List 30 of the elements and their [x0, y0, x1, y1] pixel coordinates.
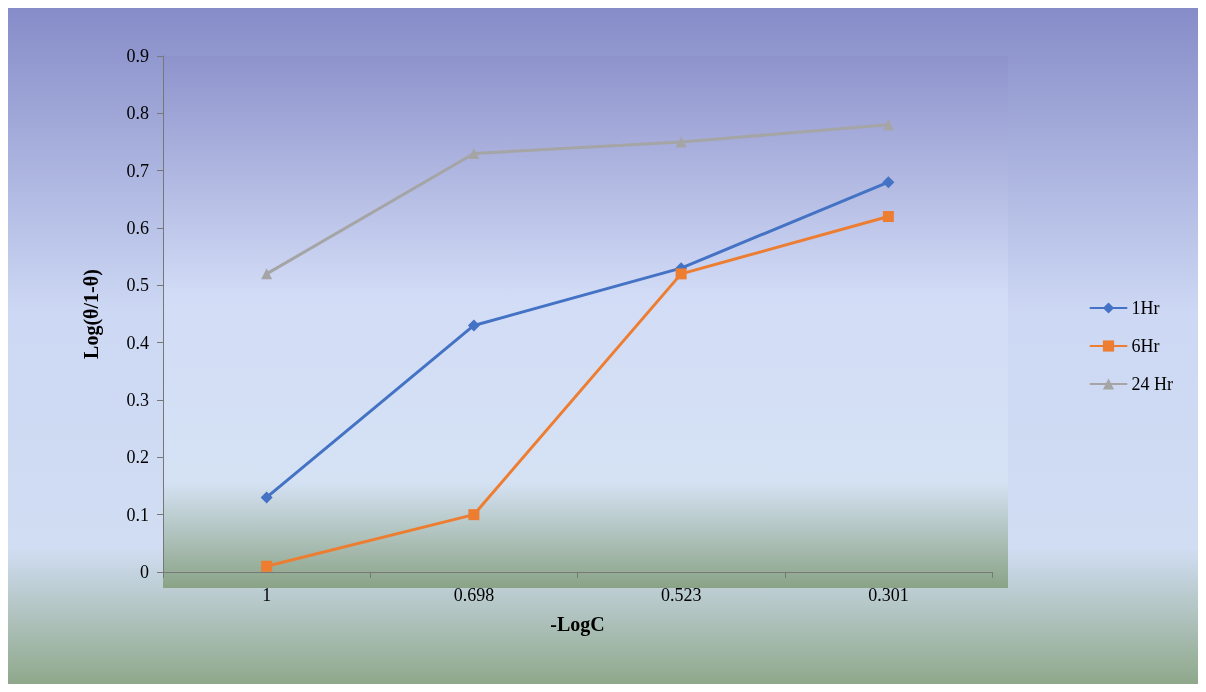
y-tick-label: 0.6	[126, 218, 149, 238]
legend-label: 24 Hr	[1131, 374, 1174, 394]
x-tick-label: 0.698	[453, 585, 495, 605]
point	[882, 119, 894, 131]
point	[675, 136, 687, 148]
x-tick-label: 0.301	[868, 585, 909, 605]
y-tick-label: 0.5	[126, 275, 149, 296]
y-tick-label: 0.4	[126, 332, 149, 353]
y-axis-title: Log(θ/1-θ)	[80, 269, 103, 359]
y-tick-label: 0.2	[126, 447, 149, 468]
point	[468, 147, 480, 159]
x-axis-title: -LogC	[550, 613, 605, 636]
point	[675, 268, 687, 280]
y-tick-label: 0.8	[126, 103, 149, 124]
y-tick-label: 0.7	[126, 160, 149, 181]
legend-label: 1Hr	[1131, 298, 1160, 318]
point	[468, 509, 480, 521]
legend-label: 6Hr	[1131, 336, 1160, 356]
y-tick-label: 0.9	[126, 46, 149, 66]
x-tick-label: 1	[262, 585, 272, 605]
y-tick-label: 0	[140, 562, 149, 582]
point	[261, 560, 273, 572]
point	[260, 491, 273, 504]
y-tick-label: 0.1	[126, 504, 149, 525]
point	[261, 268, 273, 280]
point	[467, 319, 480, 332]
y-tick-label: 0.3	[126, 390, 149, 410]
point	[882, 211, 894, 223]
x-tick-label: 0.523	[660, 585, 702, 605]
point	[882, 176, 895, 189]
